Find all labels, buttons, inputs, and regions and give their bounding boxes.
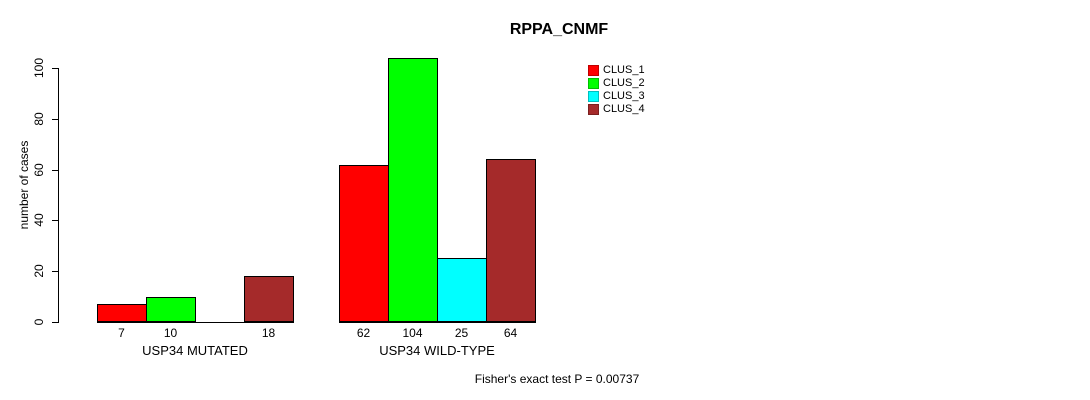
x-category-label: USP34 MUTATED [142, 343, 248, 358]
bar-CLUS_2 [388, 58, 438, 322]
y-axis-tick [52, 170, 58, 171]
legend-label: CLUS_1 [603, 64, 645, 76]
legend-item: CLUS_1 [588, 64, 645, 77]
bar-CLUS_4 [486, 159, 536, 322]
bar-CLUS_1 [97, 304, 147, 322]
legend-swatch-CLUS_4 [588, 104, 599, 115]
y-tick-label: 80 [32, 112, 46, 126]
bar-value-label: 7 [118, 326, 125, 340]
bar-value-label: 62 [356, 326, 371, 340]
y-tick-label: 20 [32, 264, 46, 278]
y-axis-line [58, 68, 59, 323]
fisher-test-annotation: Fisher's exact test P = 0.00737 [474, 372, 640, 386]
legend-label: CLUS_4 [603, 103, 645, 115]
bar-CLUS_2 [146, 297, 196, 322]
legend-item: CLUS_3 [588, 90, 645, 103]
y-tick-label: 0 [32, 318, 46, 326]
y-tick-label: 60 [32, 163, 46, 177]
y-tick-label: 40 [32, 213, 46, 227]
bar-CLUS_1 [339, 165, 389, 322]
y-axis-tick [52, 271, 58, 272]
group-baseline [339, 322, 536, 323]
legend-swatch-CLUS_1 [588, 65, 599, 76]
legend-swatch-CLUS_3 [588, 91, 599, 102]
y-axis-label: number of cases [17, 140, 31, 230]
bar-value-label: 64 [503, 326, 518, 340]
legend-label: CLUS_3 [603, 90, 645, 102]
bar-value-label: 18 [261, 326, 276, 340]
bar-CLUS_4 [244, 276, 294, 322]
bar-value-label: 25 [454, 326, 469, 340]
legend-item: CLUS_2 [588, 77, 645, 90]
bar-value-label: 10 [163, 326, 178, 340]
y-tick-label: 100 [32, 57, 46, 79]
bar-CLUS_3 [437, 258, 487, 322]
group-baseline [97, 322, 294, 323]
chart-title: RPPA_CNMF [509, 21, 609, 38]
y-axis-tick [52, 220, 58, 221]
legend: CLUS_1 CLUS_2 CLUS_3 CLUS_4 [588, 64, 645, 116]
y-axis-tick [52, 68, 58, 69]
y-axis-tick [52, 119, 58, 120]
bar-value-label: 104 [402, 326, 423, 340]
legend-item: CLUS_4 [588, 103, 645, 116]
legend-label: CLUS_2 [603, 77, 645, 89]
y-axis-tick [52, 322, 58, 323]
legend-swatch-CLUS_2 [588, 78, 599, 89]
x-category-label: USP34 WILD-TYPE [379, 343, 495, 358]
